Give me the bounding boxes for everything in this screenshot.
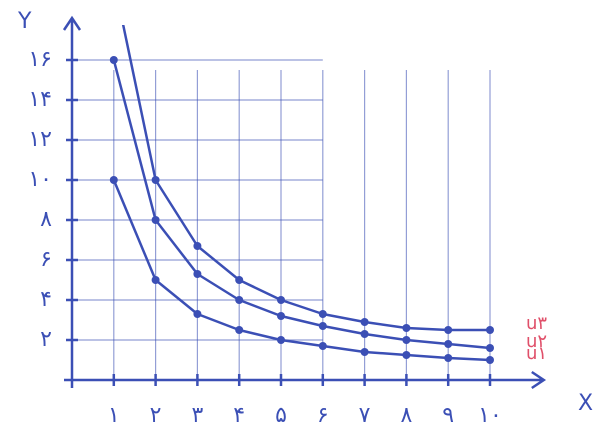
x-axis-label: X xyxy=(578,391,593,416)
point xyxy=(235,276,243,284)
y-tick-label: ۱۴ xyxy=(28,87,52,112)
point xyxy=(444,354,452,362)
curve xyxy=(114,180,490,360)
point xyxy=(193,242,201,250)
y-tick-label: ۴ xyxy=(40,287,52,312)
point xyxy=(152,176,160,184)
point xyxy=(235,296,243,304)
chart: Y X ۱۲۳۴۵۶۷۸۹۱۰۲۴۶۸۱۰۱۲۱۴۱۶u۱u۲u۳ xyxy=(0,0,596,441)
point xyxy=(152,216,160,224)
point xyxy=(444,340,452,348)
point xyxy=(110,176,118,184)
point xyxy=(277,336,285,344)
point xyxy=(444,326,452,334)
point xyxy=(361,330,369,338)
y-tick-label: ۶ xyxy=(40,247,52,272)
x-tick-label: ۱۰ xyxy=(478,403,502,428)
x-tick-label: ۶ xyxy=(317,403,329,428)
x-axis xyxy=(64,372,544,388)
point xyxy=(361,348,369,356)
x-tick-label: ۹ xyxy=(442,403,454,428)
point xyxy=(152,276,160,284)
x-tick-label: ۴ xyxy=(233,403,245,428)
point xyxy=(193,270,201,278)
x-tick-label: ۵ xyxy=(275,403,287,428)
point xyxy=(361,318,369,326)
y-axis xyxy=(64,18,80,388)
point xyxy=(486,344,494,352)
x-tick-label: ۲ xyxy=(150,403,162,428)
y-tick-label: ۱۰ xyxy=(28,167,52,192)
point xyxy=(319,322,327,330)
plot-area xyxy=(110,0,494,364)
x-tick-label: ۱ xyxy=(108,403,120,428)
y-tick-label: ۱۶ xyxy=(28,47,52,72)
point xyxy=(319,310,327,318)
point xyxy=(402,351,410,359)
legend-label: u۳ xyxy=(526,313,547,334)
y-tick-label: ۸ xyxy=(40,207,52,232)
point xyxy=(277,312,285,320)
point xyxy=(319,342,327,350)
point xyxy=(277,296,285,304)
point xyxy=(193,310,201,318)
point xyxy=(486,326,494,334)
x-tick-label: ۸ xyxy=(400,403,412,428)
y-tick-label: ۱۲ xyxy=(28,127,52,152)
point xyxy=(486,356,494,364)
point xyxy=(110,56,118,64)
point xyxy=(402,336,410,344)
y-tick-label: ۲ xyxy=(40,327,52,352)
x-tick-label: ۷ xyxy=(359,403,371,428)
x-tick-label: ۳ xyxy=(191,403,203,428)
point xyxy=(402,324,410,332)
curve xyxy=(114,0,490,330)
legend-label: u۲ xyxy=(526,331,547,352)
y-axis-label: Y xyxy=(17,9,32,34)
point xyxy=(235,326,243,334)
